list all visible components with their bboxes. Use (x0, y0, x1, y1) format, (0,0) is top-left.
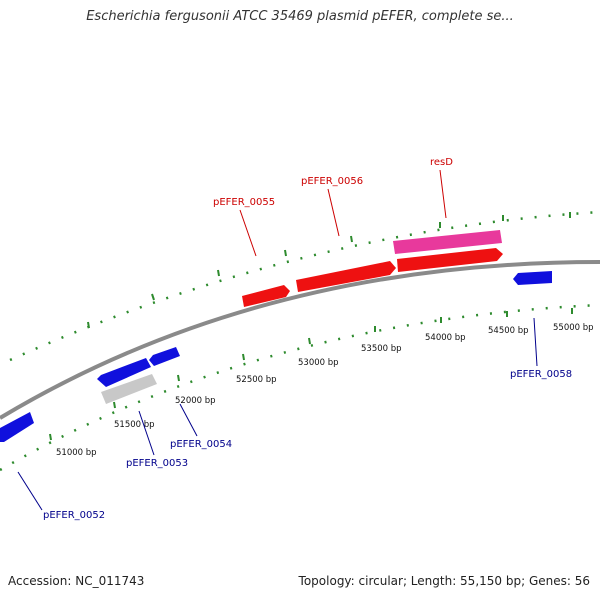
gene-pefer-0052-arrow[interactable] (0, 412, 34, 442)
gene-label-pefer-0052[interactable]: pEFER_0052 (43, 510, 105, 521)
gene-pefer-0055-arrow[interactable] (242, 285, 290, 307)
bp-label: 53000 bp (298, 358, 339, 368)
gene-label-pefer-0058[interactable]: pEFER_0058 (510, 369, 572, 380)
bp-label: 53500 bp (361, 344, 402, 354)
gene-pefer-0058-arrow[interactable] (513, 271, 552, 285)
gene-resd-arrow[interactable] (393, 230, 502, 254)
gene-pefer-0056-arrow[interactable] (296, 261, 396, 292)
gene-label-pefer-0054[interactable]: pEFER_0054 (170, 439, 232, 450)
bp-label: 51500 bp (114, 420, 155, 430)
bp-label: 55000 bp (553, 323, 594, 333)
gene-reverse-unlabeled-arrow[interactable] (97, 358, 151, 387)
bp-label: 52000 bp (175, 396, 216, 406)
inner-tick-arc (0, 303, 600, 472)
outer-major-ticks (87, 212, 571, 329)
gene-pefer-0054-arrow[interactable] (149, 347, 180, 366)
gene-label-resd[interactable]: resD (430, 157, 453, 168)
gene-pefer-0053-arrow[interactable] (101, 374, 157, 404)
bp-label: 54500 bp (488, 326, 529, 336)
gene-unlabeled-arrow[interactable] (397, 248, 503, 272)
map-title: Escherichia fergusonii ATCC 35469 plasmi… (86, 9, 514, 24)
gene-label-pefer-0053[interactable]: pEFER_0053 (126, 458, 188, 469)
gene-label-pefer-0056[interactable]: pEFER_0056 (301, 176, 363, 187)
summary-text: Topology: circular; Length: 55,150 bp; G… (298, 574, 590, 588)
bp-label: 52500 bp (236, 375, 277, 385)
leader-lines (17, 169, 538, 511)
inner-major-ticks (49, 308, 573, 441)
bp-label: 54000 bp (425, 333, 466, 343)
bp-label: 51000 bp (56, 448, 97, 458)
accession-text: Accession: NC_011743 (8, 574, 145, 588)
plasmid-backbone (0, 260, 600, 420)
gene-label-pefer-0055[interactable]: pEFER_0055 (213, 197, 275, 208)
